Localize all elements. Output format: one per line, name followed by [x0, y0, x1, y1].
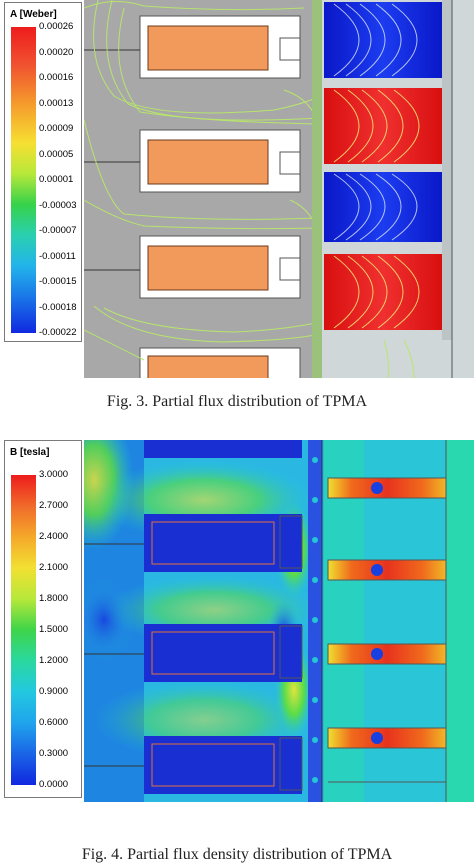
figure-3: A [Weber] 0.00026 0.00020 0.00016 0.00013 0.… [0, 0, 474, 425]
pm-2 [324, 88, 442, 164]
legend-tick-label: 0.00001 [39, 174, 74, 185]
flux-line-plot-svg [83, 0, 474, 389]
flux-density-plot [54, 410, 474, 802]
legend-colorbar [11, 475, 36, 785]
legend-tick-label: 3.0000 [39, 469, 69, 480]
figure-4-caption: Fig. 4. Partial flux density distributio… [81, 846, 393, 863]
slot-3 [144, 736, 302, 794]
slot-top [144, 440, 302, 458]
stator-slots-density [144, 440, 303, 794]
legend-tick-label: 0.00013 [39, 97, 74, 109]
flux-density-plot-svg [54, 410, 474, 802]
legend-tick-label: 1.8000 [39, 593, 69, 604]
legend-tick-label: 0.00026 [39, 21, 74, 32]
legend-tick-label: 0.00009 [39, 123, 74, 134]
coils [147, 25, 269, 387]
coil-4 [147, 355, 269, 387]
legend-tick-label: 0.00016 [39, 72, 74, 83]
legend-tick-label: 1.5000 [39, 624, 69, 635]
pole-band-3 [328, 644, 446, 664]
legend-tick-label: -0.00011 [39, 250, 76, 262]
air-gap [312, 0, 322, 378]
pole-band-1 [328, 478, 446, 498]
pole-band-4 [328, 728, 446, 748]
pm-4 [324, 254, 442, 330]
legend-flux-density: B [tesla] 3.0000 2.7000 2.4000 2.1000 1.8000… [4, 440, 82, 798]
legend-tick-label: 0.00005 [39, 148, 74, 160]
legend-title: A [Weber] [10, 9, 57, 20]
legend-vector-potential: A [Weber] 0.00026 0.00020 0.00016 0.00013 0.… [4, 2, 82, 342]
slot-1 [144, 514, 302, 572]
pm-3 [324, 172, 442, 242]
legend-tick-label: 0.00020 [39, 46, 74, 58]
legend-tick-label: 0.9000 [39, 686, 69, 697]
pole-band-2 [328, 560, 446, 580]
pm-1 [324, 2, 442, 78]
legend-colorbar [11, 27, 36, 333]
legend-tick-label: 2.4000 [39, 531, 69, 542]
coil-3 [147, 245, 269, 291]
figure-3-caption: Fig. 3. Partial flux distribution of TPM… [106, 393, 368, 410]
figure-4: B [tesla] 3.0000 2.7000 2.4000 2.1000 1.8000… [0, 410, 474, 863]
slot-2 [144, 624, 302, 682]
coil-1 [147, 25, 269, 71]
legend-tick-label: -0.00022 [39, 327, 77, 338]
legend-tick-label: 2.7000 [39, 500, 69, 511]
legend-tick-label: 0.3000 [39, 748, 69, 759]
legend-tick-label: -0.00015 [39, 276, 77, 287]
legend-tick-label: 0.0000 [39, 779, 69, 790]
pm-contours [333, 3, 418, 241]
legend-tick-label: 0.6000 [39, 717, 69, 728]
legend-tick-label: -0.00018 [39, 301, 77, 313]
legend-tick-label: 1.2000 [39, 655, 69, 666]
legend-tick-label: -0.00007 [39, 225, 77, 236]
legend-title: B [tesla] [10, 447, 50, 458]
flux-line-plot [83, 0, 474, 389]
legend-tick-label: 2.1000 [39, 562, 69, 573]
legend-tick-label: -0.00003 [39, 199, 77, 211]
coil-2 [147, 139, 269, 185]
